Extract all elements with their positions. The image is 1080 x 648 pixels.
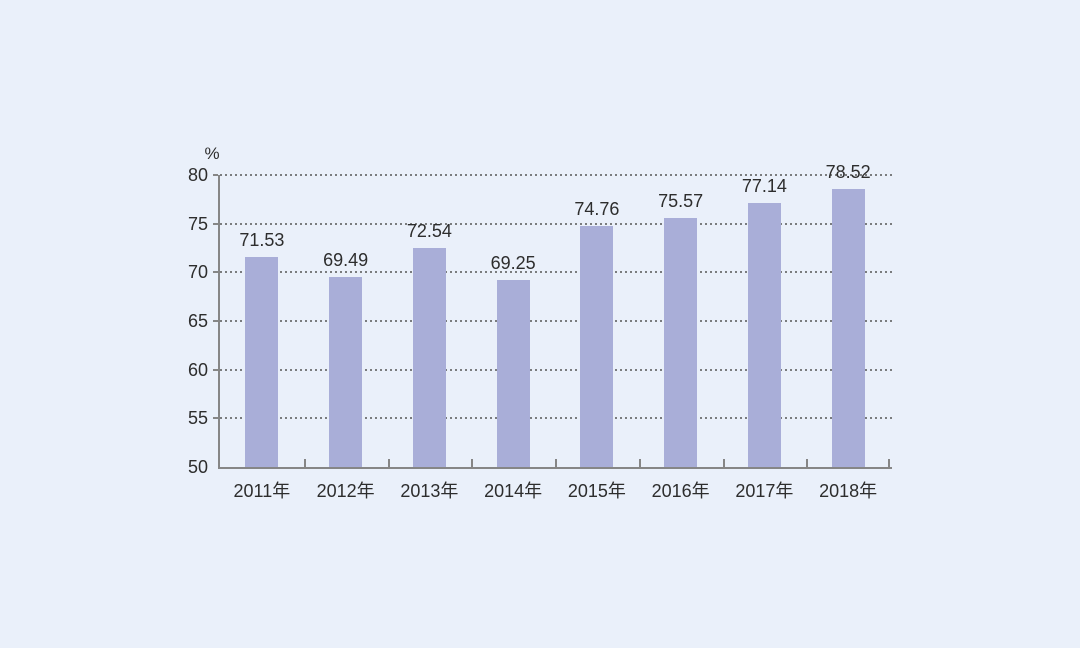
x-axis-label: 2015年 xyxy=(567,481,626,501)
x-tick xyxy=(555,459,557,467)
x-tick xyxy=(722,459,725,467)
y-tick xyxy=(213,320,218,322)
gridline xyxy=(220,368,892,371)
gridline xyxy=(220,174,892,176)
x-axis-label: 2018年 xyxy=(819,481,878,501)
y-tick xyxy=(213,368,218,371)
y-tick xyxy=(213,222,218,225)
bar-value-label: 69.25 xyxy=(490,252,536,273)
x-axis-label: 2013年 xyxy=(400,481,459,501)
y-axis-label: 65 xyxy=(187,311,208,331)
gridline xyxy=(220,271,892,274)
y-axis-label: 75 xyxy=(187,213,208,234)
x-tick xyxy=(387,459,390,467)
y-tick xyxy=(213,271,218,274)
y-axis-label: 50 xyxy=(187,457,208,477)
x-tick xyxy=(303,459,306,467)
bar xyxy=(747,202,781,467)
y-axis-label: 80 xyxy=(187,165,208,185)
x-tick xyxy=(888,459,890,467)
x-axis-label: 2017年 xyxy=(735,481,794,501)
bar xyxy=(329,277,363,467)
x-axis-label: 2012年 xyxy=(316,481,375,501)
bar-value-label: 72.54 xyxy=(406,220,452,241)
x-tick xyxy=(471,459,474,467)
y-axis-label: 60 xyxy=(187,359,208,380)
y-tick xyxy=(213,417,218,420)
y-axis-label: 70 xyxy=(187,262,208,283)
bar-value-label: 69.49 xyxy=(323,250,369,271)
bar-value-label: 75.57 xyxy=(658,191,704,212)
bar xyxy=(831,189,865,467)
bar-value-label: 71.53 xyxy=(239,230,285,251)
x-tick xyxy=(806,459,809,467)
x-axis-labels: 2011年 2012年 2013年 2014年 2015年 2016年 2017年 2018年 xyxy=(220,477,890,503)
x-axis-label: 2014年 xyxy=(484,481,543,501)
y-tick xyxy=(213,174,218,176)
bar xyxy=(580,226,614,467)
x-tick xyxy=(638,459,641,467)
bar-value-label: 74.76 xyxy=(574,199,620,219)
bar xyxy=(245,257,279,467)
bar-value-label: 77.14 xyxy=(741,175,787,196)
bar xyxy=(496,279,530,467)
bar xyxy=(664,218,698,467)
gridline xyxy=(220,222,892,225)
gridline xyxy=(220,320,892,322)
gridline xyxy=(220,417,892,420)
y-axis-unit-label: % xyxy=(204,144,220,163)
y-axis-labels: 50 55 60 65 70 75 80 xyxy=(160,166,208,476)
x-axis-label: 2016年 xyxy=(651,481,710,501)
bar xyxy=(412,247,446,467)
plot-area: 71.53 69.49 72.54 69.25 74.76 75.57 77.14 78.52 xyxy=(218,162,892,469)
y-axis-label: 55 xyxy=(187,408,208,429)
x-axis-label: 2011年 xyxy=(233,481,291,501)
bar-value-label: 78.52 xyxy=(825,162,871,183)
